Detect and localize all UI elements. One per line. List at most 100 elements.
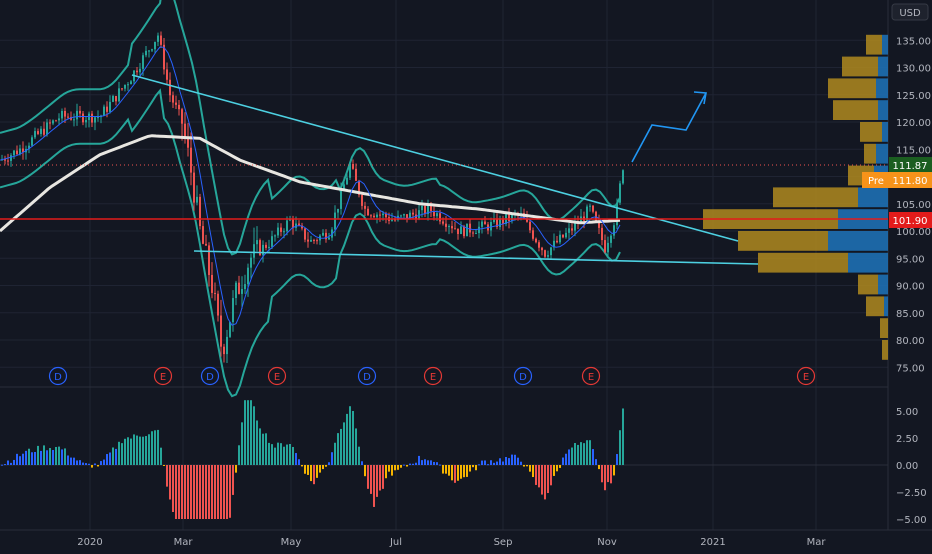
candle-body — [307, 239, 309, 242]
candle-body — [508, 214, 510, 221]
oscillator-bar — [61, 449, 63, 465]
candle-body — [202, 226, 204, 244]
volume-profile-bar-down — [864, 143, 876, 164]
oscillator-bar — [484, 460, 486, 465]
oscillator-bar — [10, 462, 12, 465]
candle-body — [433, 210, 435, 217]
candle-body — [190, 147, 192, 173]
candle-body — [376, 214, 378, 218]
earnings-marker[interactable] — [267, 366, 287, 386]
earnings-marker-label: E — [430, 372, 436, 383]
oscillator-bar — [313, 465, 315, 485]
earnings-marker-label: E — [160, 372, 166, 383]
candle-body — [424, 206, 426, 215]
oscillator-bar — [520, 461, 522, 465]
earnings-marker[interactable] — [423, 366, 443, 386]
oscillator-bar — [145, 436, 147, 465]
volume-profile-bar-up — [876, 143, 888, 164]
candle-body — [271, 236, 273, 247]
currency-badge[interactable] — [891, 3, 929, 21]
oscillator-bar — [556, 465, 558, 472]
candle-body — [580, 216, 582, 224]
oscillator-bar — [256, 420, 258, 465]
candle-body — [334, 212, 336, 230]
oscillator-bar — [529, 465, 531, 472]
candle-body — [280, 227, 282, 232]
last-price-tag — [889, 157, 932, 173]
oscillator-bar — [250, 400, 252, 465]
price-tick-label: 85.00 — [896, 309, 925, 320]
candle-body — [586, 206, 588, 221]
volume-profile-bar-down — [738, 231, 828, 251]
oscillator-bar — [487, 464, 489, 466]
oscillator-bar — [292, 446, 294, 465]
oscillator-bar — [133, 434, 135, 465]
support-trendline[interactable] — [193, 250, 759, 265]
pre-market-value: 111.80 — [893, 176, 928, 187]
dividend-marker[interactable] — [357, 366, 377, 386]
projection-path[interactable] — [631, 92, 707, 163]
candle-body — [187, 136, 189, 148]
oscillator-bar — [286, 444, 288, 465]
dividend-marker[interactable] — [513, 366, 533, 386]
candle-body — [262, 244, 264, 256]
oscillator-bar — [421, 460, 423, 465]
earnings-marker[interactable] — [796, 366, 816, 386]
candle-body — [556, 240, 558, 243]
dividend-marker[interactable] — [200, 366, 220, 386]
volume-profile — [703, 34, 888, 360]
candle-body — [163, 44, 165, 70]
oscillator-tick-label: 0.00 — [896, 461, 918, 472]
oscillator-bar — [610, 465, 612, 484]
oscillator-bar — [253, 406, 255, 465]
oscillator-bar — [19, 456, 21, 465]
oscillator-axis[interactable]: 5.00 2.50 0.00 −2.50 −5.00 — [896, 407, 927, 526]
oscillator-bar — [148, 434, 150, 465]
candle-body — [472, 232, 474, 234]
candle-body — [445, 223, 447, 227]
dividend-marker[interactable] — [48, 366, 68, 386]
time-axis[interactable]: 2020 Mar May Jul Sep Nov 2021 Mar — [77, 537, 826, 548]
oscillator-bar — [502, 461, 504, 465]
volume-profile-bar-down — [833, 100, 878, 120]
candle-body — [28, 145, 30, 149]
oscillator-bar — [64, 448, 66, 465]
time-tick-label: 2021 — [700, 537, 725, 548]
candle-body — [130, 81, 132, 85]
oscillator-bar — [379, 465, 381, 491]
earnings-marker[interactable] — [581, 366, 601, 386]
oscillator-bar — [433, 461, 435, 465]
candle-body — [379, 214, 381, 216]
oscillator-bar — [67, 455, 69, 465]
volume-profile-bar-up — [882, 34, 888, 55]
oscillator-bar — [4, 464, 6, 466]
volume-profile-bar-up — [882, 122, 888, 142]
oscillator-bar — [283, 446, 285, 465]
candle-body — [352, 164, 354, 169]
oscillator-bar — [514, 454, 516, 465]
candle-body — [442, 221, 444, 224]
descending-trendline[interactable] — [131, 74, 739, 242]
oscillator-bar — [532, 465, 534, 478]
candle-body — [544, 250, 546, 257]
oscillator-bar — [280, 443, 282, 465]
oscillator-tick-label: 5.00 — [896, 407, 918, 418]
earnings-marker[interactable] — [153, 366, 173, 386]
oscillator-bar — [211, 465, 213, 519]
oscillator-bar — [361, 461, 363, 465]
projection-arrowhead — [693, 91, 707, 105]
candle-body — [322, 232, 324, 236]
time-tick-label: Nov — [597, 537, 617, 548]
volume-profile-bar-down — [866, 34, 882, 55]
oscillator-bar — [115, 448, 117, 465]
price-axis[interactable]: 75.0080.0085.0090.0095.00100.00105.00110… — [896, 36, 931, 374]
oscillator-tick-label: −5.00 — [896, 515, 927, 526]
candle-body — [64, 110, 66, 117]
candle-body — [598, 220, 600, 228]
candle-body — [193, 172, 195, 203]
candle-body — [559, 234, 561, 243]
candle-body — [313, 239, 315, 241]
